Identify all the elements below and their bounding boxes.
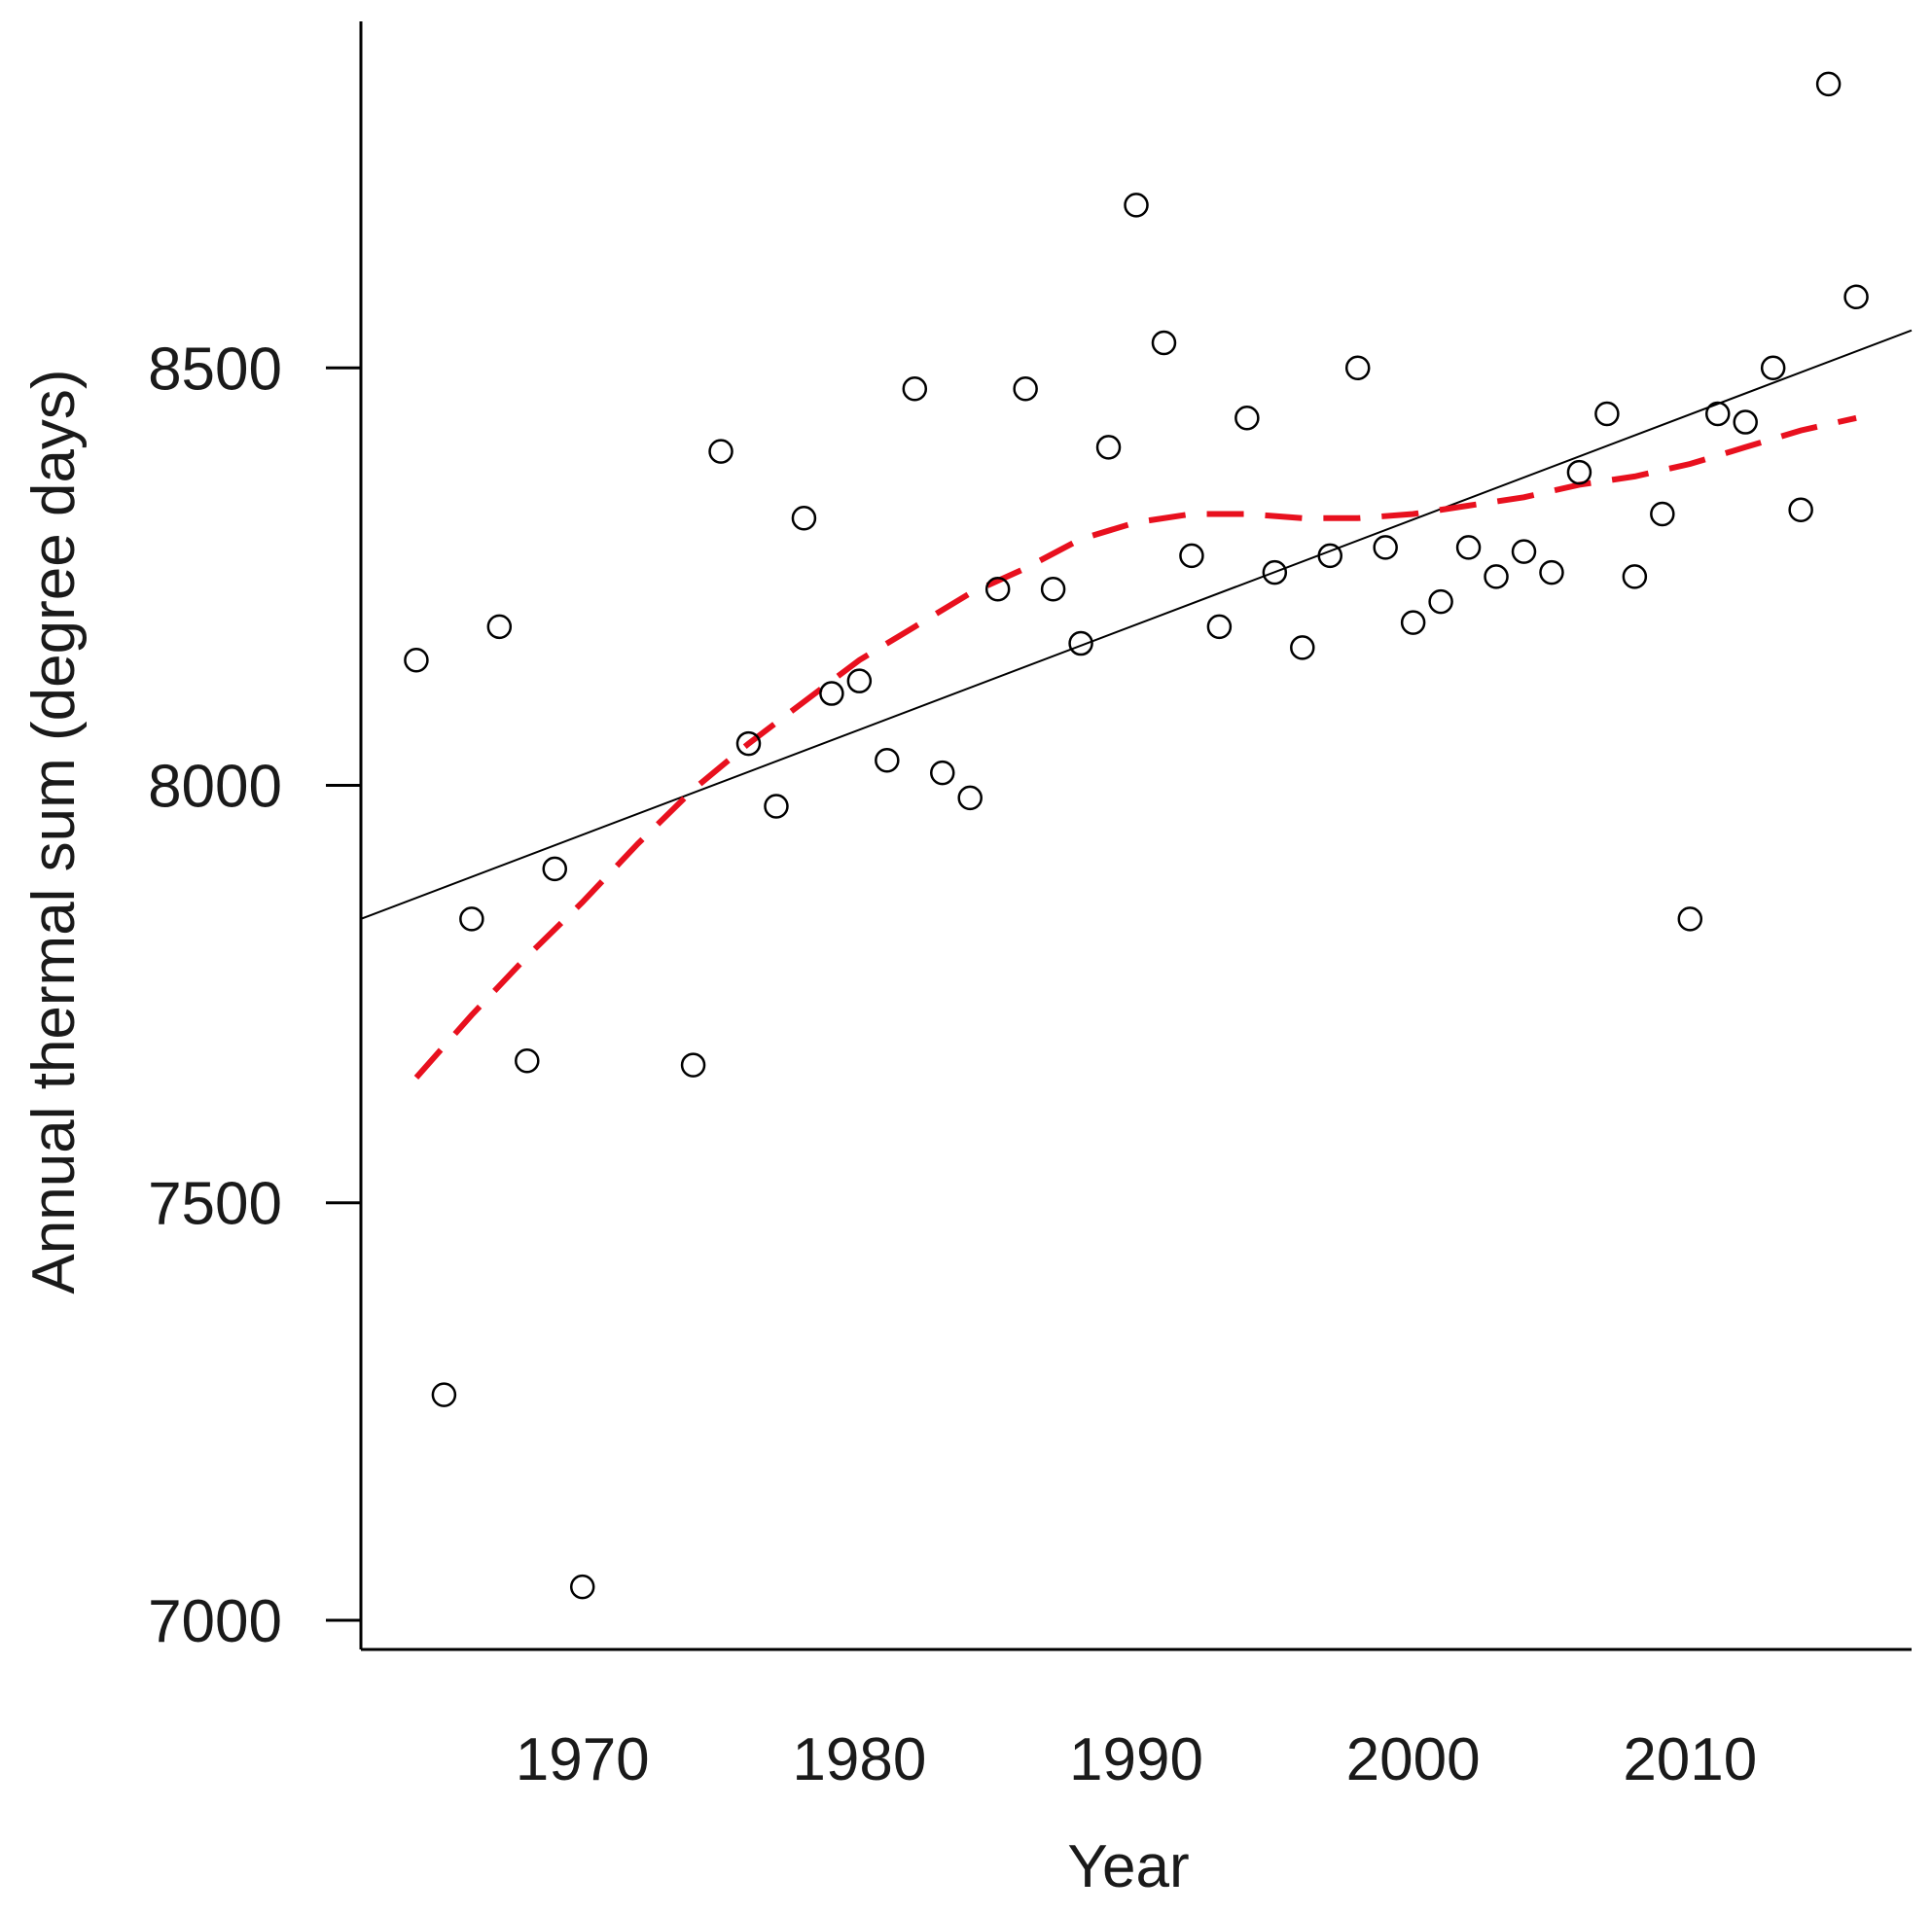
x-axis-title: Year [1067,1833,1189,1900]
points-layer [404,71,1869,1600]
data-point [1428,588,1453,615]
data-point [1622,564,1648,589]
y-axis-ticks: 7000 7500 8000 8500 [148,336,361,1655]
data-point [1511,539,1537,564]
data-point [1095,435,1122,460]
data-point [1815,71,1842,97]
data-point [1373,535,1398,560]
linear-trend-line [360,329,1913,920]
data-point [735,730,762,757]
data-point [1013,375,1038,402]
data-point [930,760,955,786]
data-point [1594,401,1620,427]
data-point [404,647,429,673]
data-point [542,856,567,882]
data-point [1705,401,1731,427]
data-point [1124,193,1149,218]
data-point [680,1052,706,1078]
y-tick-label: 7500 [148,1171,282,1238]
axes [359,21,1912,1651]
data-point [1317,543,1342,569]
data-point [1539,559,1564,585]
data-point [486,614,513,640]
x-tick-label: 1970 [516,1726,650,1793]
data-point [1843,284,1869,310]
data-point [984,577,1011,602]
data-point [819,681,844,706]
x-tick-label: 2010 [1623,1726,1757,1793]
data-point [1400,610,1426,635]
data-point [1068,630,1093,656]
data-point [1179,543,1204,569]
data-point [764,794,789,819]
x-tick-label: 2000 [1346,1726,1481,1793]
data-point [1234,406,1260,431]
data-point [902,375,928,402]
data-point [1262,559,1288,585]
x-axis-ticks: 1970 1980 1990 2000 2010 [516,1726,1758,1793]
data-point [791,506,817,531]
data-point [1206,614,1233,640]
data-point [1677,906,1703,932]
data-point [846,668,873,693]
trend-layer [360,329,1913,920]
data-point [1566,459,1592,485]
data-point [1290,635,1315,660]
data-point [957,785,983,811]
data-point [515,1048,540,1074]
data-point [875,747,900,773]
x-tick-label: 1980 [792,1726,926,1793]
data-point [1455,535,1482,560]
data-point [459,906,484,932]
data-point [708,439,733,464]
data-point [1484,564,1509,589]
y-tick-label: 8000 [148,753,282,820]
data-point [1650,501,1675,527]
y-tick-label: 7000 [148,1588,282,1655]
data-point [1151,330,1177,356]
data-point [1760,355,1786,381]
data-point [1040,577,1066,602]
data-point [1788,497,1813,522]
y-tick-label: 8500 [148,336,282,403]
data-point [569,1574,595,1600]
data-point [431,1382,457,1407]
smooth-trend-line [413,414,1857,1080]
y-axis-title: Annual thermal sum (degree days) [20,369,88,1294]
smooth-layer [413,414,1857,1080]
data-point [1733,409,1758,435]
data-point [1344,355,1371,381]
x-tick-label: 1990 [1069,1726,1203,1793]
